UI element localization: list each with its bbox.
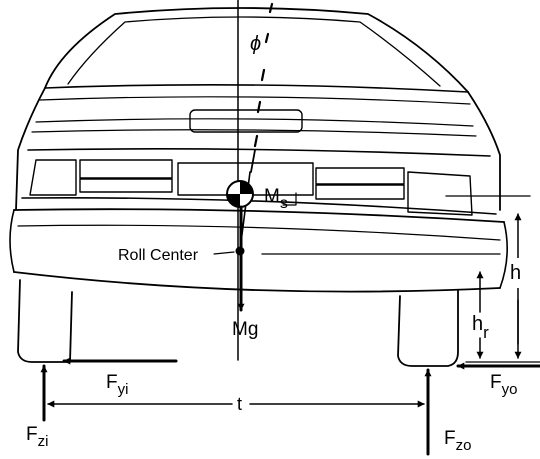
hood-line-3 [31, 129, 477, 137]
right-tire [397, 289, 459, 367]
left-headlamp-upper [79, 159, 173, 179]
bumper-mid [17, 224, 501, 241]
weight-label: Mg [232, 319, 258, 340]
roll-center-dot [235, 246, 245, 256]
bumper-edge-right [499, 221, 508, 289]
right-headlamp-lower [315, 184, 405, 200]
car-body [9, 7, 508, 367]
roll-angle-label: ϕ [250, 33, 261, 55]
hood-line-1 [39, 96, 471, 105]
outer-lateral-force-label: Fyo [490, 372, 517, 398]
hood-badge [189, 109, 303, 133]
left-corner-lamp [29, 159, 77, 196]
h-label-bg [508, 258, 528, 288]
hood-line-2 [35, 118, 474, 127]
center-of-mass-symbol [226, 180, 254, 208]
right-corner-lamp [407, 171, 473, 216]
hood-top [44, 84, 469, 93]
windshield-inner [67, 16, 441, 87]
right-headlamp-upper [315, 167, 405, 185]
inner-lateral-force-label: Fyi [106, 372, 128, 398]
bumper-bottom [13, 271, 501, 293]
ms-bracket [282, 192, 297, 206]
right-fender [467, 91, 501, 211]
roll-center-leader [213, 251, 235, 255]
cg-height-label: h [510, 262, 521, 284]
inner-vertical-force-label: Fzi [26, 424, 48, 450]
outer-vertical-force-label: Fzo [444, 428, 471, 454]
grille-bottom [21, 197, 497, 215]
sprung-mass-label: Ms [264, 186, 288, 212]
track-width-label: t [237, 394, 242, 414]
bumper-top [13, 208, 505, 223]
left-headlamp-lower [79, 178, 173, 193]
left-fender [15, 87, 46, 211]
left-tire [17, 279, 73, 363]
grille-top [27, 148, 491, 157]
roll-axis-stub [250, 149, 256, 173]
bumper-edge [9, 209, 15, 273]
roll-center-label: Roll Center [118, 247, 199, 264]
roof-outline [44, 7, 469, 93]
roll-axis-dashed [253, 2, 274, 148]
roll-center-height-label: hr [472, 313, 489, 342]
